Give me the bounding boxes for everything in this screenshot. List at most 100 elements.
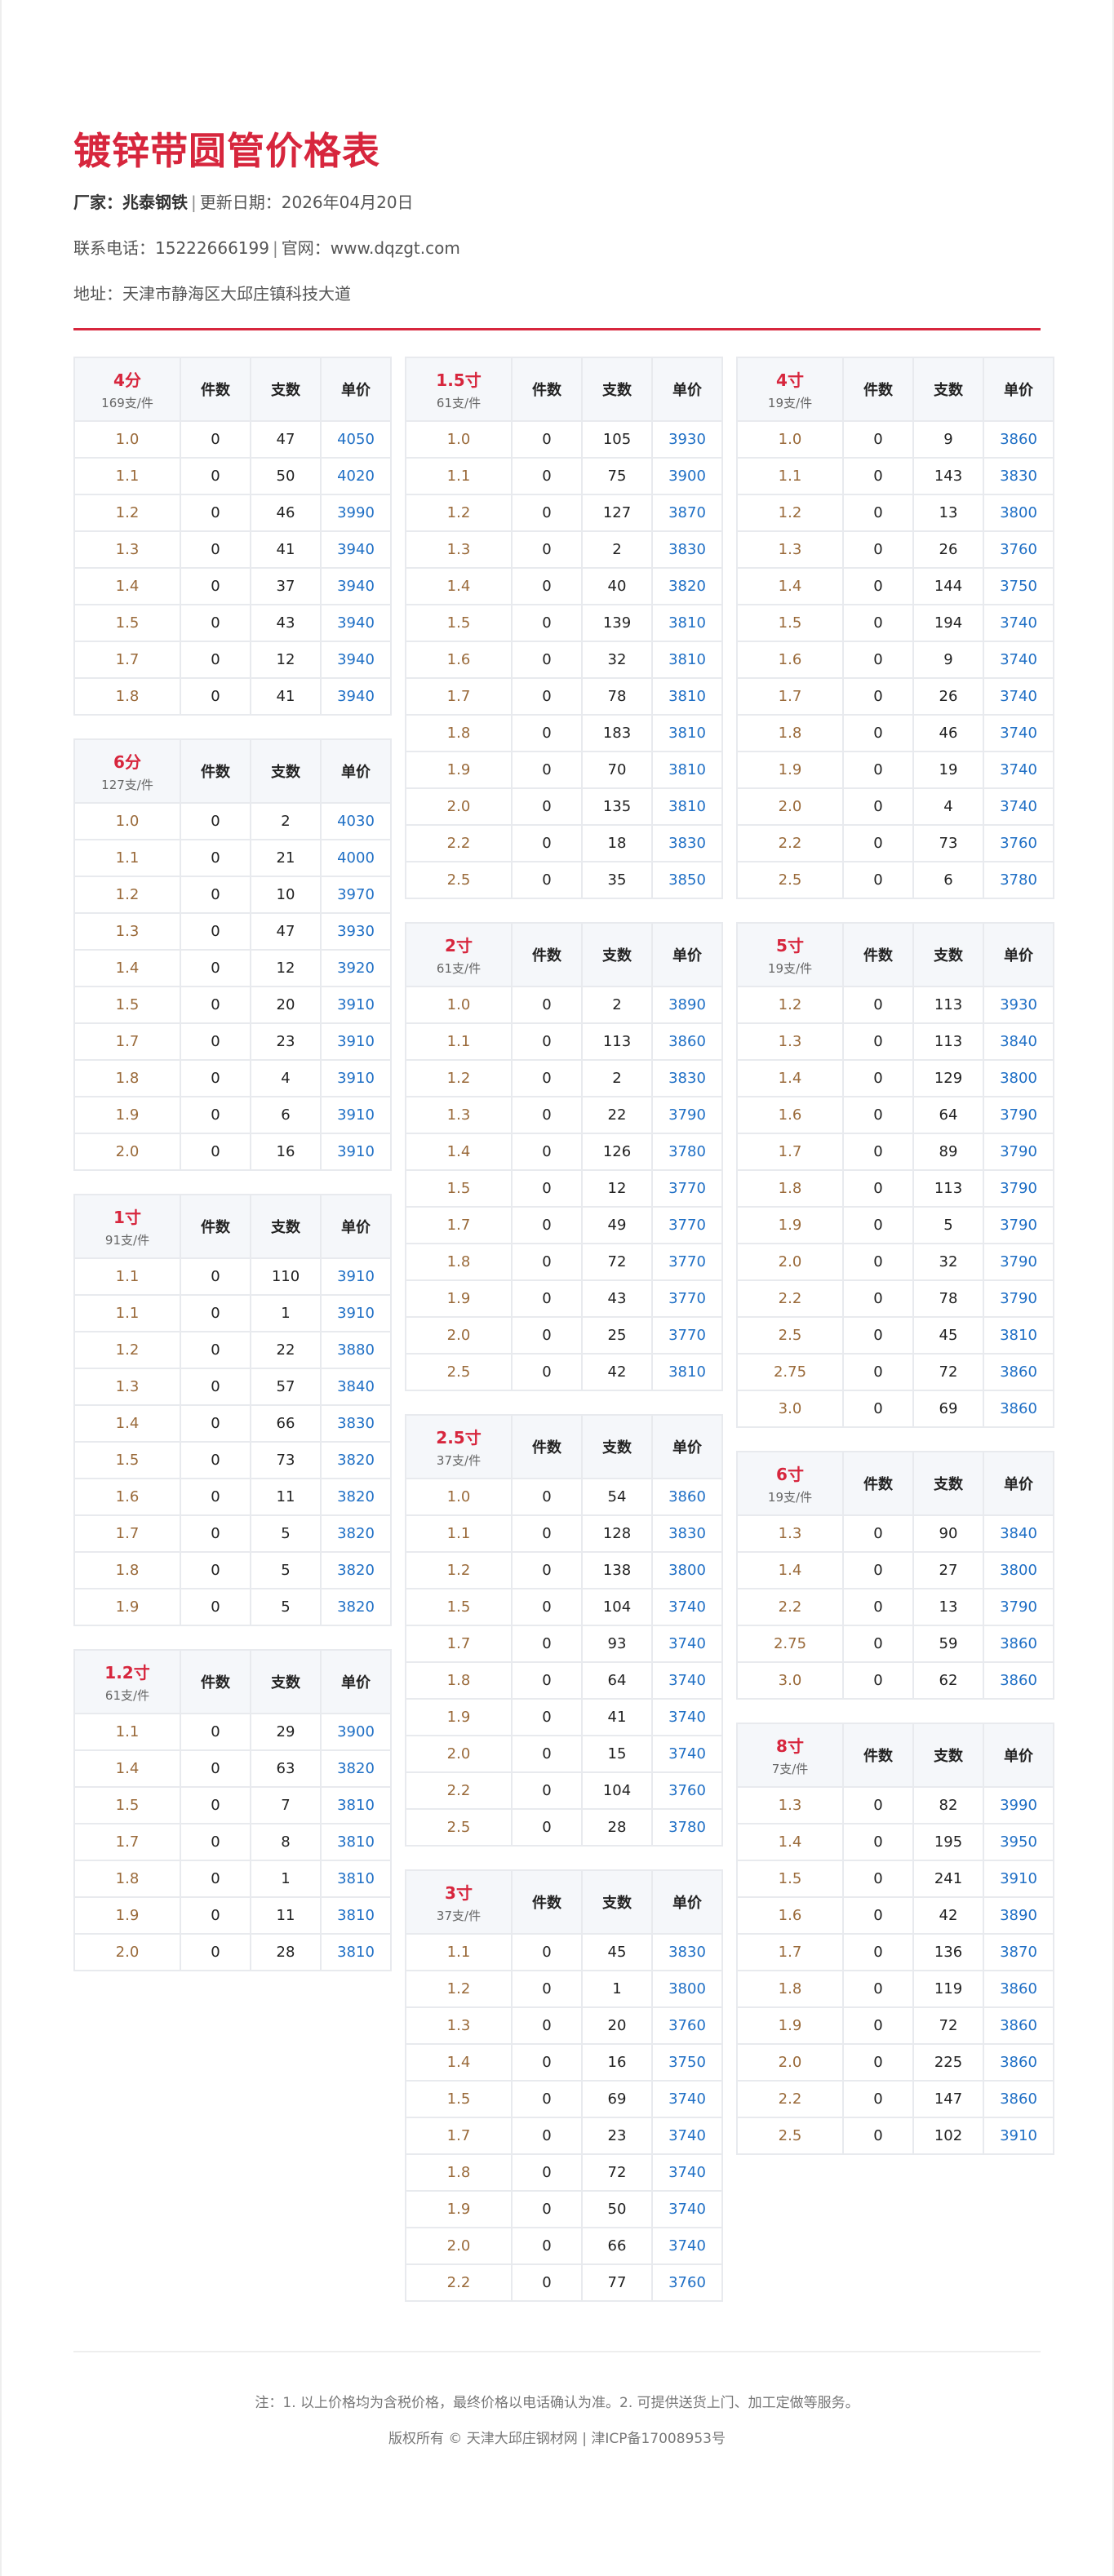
price-column: 4寸 19支/件 件数 支数 单价 1.0 0 9 3860 1.1 0 143 3830 1.2 0 13 3… <box>736 357 1054 2155</box>
unit-price-cell: 3940 <box>322 679 390 714</box>
table-row: 1.4 0 40 3820 <box>406 569 721 604</box>
piece-count-cell: 26 <box>914 679 983 714</box>
table-row: 1.6 0 42 3890 <box>738 1898 1053 1933</box>
bundle-count-cell: 0 <box>181 679 250 714</box>
piece-count-cell: 66 <box>583 2228 651 2263</box>
bundle-count-cell: 0 <box>513 679 581 714</box>
table-row: 1.7 0 8 3810 <box>75 1824 390 1860</box>
piece-count-cell: 93 <box>583 1626 651 1661</box>
thickness-cell: 1.4 <box>75 569 180 604</box>
table-row: 1.9 0 41 3740 <box>406 1700 721 1735</box>
bundle-count-cell: 0 <box>844 1244 912 1279</box>
unit-price-cell: 3790 <box>984 1208 1053 1243</box>
column-header: 单价 <box>322 1651 390 1713</box>
thickness-cell: 2.2 <box>406 826 511 861</box>
table-row: 1.7 0 23 3740 <box>406 2118 721 2153</box>
thickness-cell: 2.0 <box>738 2045 842 2080</box>
bundle-count-cell: 0 <box>844 1391 912 1426</box>
bundle-count-cell: 0 <box>181 1751 250 1786</box>
table-row: 1.3 0 2 3830 <box>406 532 721 567</box>
unit-price-cell: 3800 <box>984 1553 1053 1588</box>
bundle-count-cell: 0 <box>844 459 912 494</box>
piece-count-cell: 69 <box>914 1391 983 1426</box>
bundle-count-cell: 0 <box>181 951 250 986</box>
table-row: 2.2 0 18 3830 <box>406 826 721 861</box>
column-header: 支数 <box>251 1195 320 1257</box>
piece-count-cell: 4 <box>251 1061 320 1096</box>
table-row: 1.8 0 113 3790 <box>738 1171 1053 1206</box>
piece-count-cell: 2 <box>583 987 651 1022</box>
bundle-count-cell: 0 <box>513 1700 581 1735</box>
column-header: 件数 <box>844 358 912 420</box>
bundle-count-cell: 0 <box>513 1479 581 1514</box>
thickness-cell: 2.0 <box>75 1134 180 1169</box>
pieces-per-bundle: 127支/件 <box>101 778 153 792</box>
unit-price-cell: 3930 <box>653 422 721 457</box>
pipe-size: 2寸 <box>445 936 473 955</box>
thickness-cell: 1.3 <box>738 1024 842 1059</box>
table-row: 1.4 0 16 3750 <box>406 2045 721 2080</box>
table-row: 2.5 0 42 3810 <box>406 1355 721 1390</box>
column-header: 单价 <box>653 358 721 420</box>
column-header: 支数 <box>914 358 983 420</box>
piece-count-cell: 70 <box>583 752 651 787</box>
table-row: 2.0 0 32 3790 <box>738 1244 1053 1279</box>
pieces-per-bundle: 19支/件 <box>767 1490 813 1505</box>
unit-price-cell: 3760 <box>653 2265 721 2300</box>
price-table: 1寸 91支/件 件数 支数 单价 1.1 0 110 3910 1.1 0 1 3910 1.2 0 22 3… <box>73 1194 392 1626</box>
table-row: 1.1 0 50 4020 <box>75 459 390 494</box>
bundle-count-cell: 0 <box>513 532 581 567</box>
unit-price-cell: 3860 <box>984 2045 1053 2080</box>
bundle-count-cell: 0 <box>181 495 250 530</box>
table-row: 1.5 0 7 3810 <box>75 1788 390 1823</box>
unit-price-cell: 3830 <box>653 1061 721 1096</box>
column-header: 支数 <box>251 740 320 802</box>
bundle-count-cell: 0 <box>513 569 581 604</box>
table-row: 2.2 0 73 3760 <box>738 826 1053 861</box>
pipe-size: 2.5寸 <box>436 1428 482 1448</box>
thickness-cell: 1.8 <box>406 1663 511 1698</box>
thickness-cell: 1.3 <box>738 532 842 567</box>
unit-price-cell: 3800 <box>984 495 1053 530</box>
bundle-count-cell: 0 <box>844 1898 912 1933</box>
piece-count-cell: 136 <box>914 1935 983 1970</box>
piece-count-cell: 11 <box>251 1898 320 1933</box>
pipe-size: 6分 <box>113 752 141 772</box>
price-grid: 4分 169支/件 件数 支数 单价 1.0 0 47 4050 1.1 0 50 4020 1.2 0 46… <box>73 357 1054 2302</box>
column-header: 支数 <box>914 1452 983 1514</box>
thickness-cell: 2.0 <box>738 1244 842 1279</box>
unit-price-cell: 3940 <box>322 532 390 567</box>
thickness-cell: 2.5 <box>406 862 511 898</box>
website-link[interactable]: 官网：www.dqzgt.com <box>281 238 460 258</box>
table-row: 1.7 0 26 3740 <box>738 679 1053 714</box>
thickness-cell: 1.9 <box>406 1281 511 1316</box>
piece-count-cell: 47 <box>251 914 320 949</box>
unit-price-cell: 3860 <box>984 1663 1053 1698</box>
piece-count-cell: 64 <box>583 1663 651 1698</box>
thickness-cell: 2.75 <box>738 1355 842 1390</box>
unit-price-cell: 3820 <box>322 1553 390 1588</box>
thickness-cell: 1.0 <box>406 1479 511 1514</box>
piece-count-cell: 128 <box>583 1516 651 1551</box>
thickness-cell: 1.7 <box>406 1208 511 1243</box>
thickness-cell: 1.2 <box>406 1553 511 1588</box>
unit-price-cell: 3990 <box>322 495 390 530</box>
table-row: 1.3 0 47 3930 <box>75 914 390 949</box>
table-row: 1.5 0 69 3740 <box>406 2082 721 2117</box>
unit-price-cell: 3910 <box>322 1259 390 1294</box>
piece-count-cell: 6 <box>914 862 983 898</box>
piece-count-cell: 78 <box>583 679 651 714</box>
table-row: 1.4 0 63 3820 <box>75 1751 390 1786</box>
thickness-cell: 1.3 <box>738 1516 842 1551</box>
unit-price-cell: 3920 <box>322 951 390 986</box>
thickness-cell: 1.1 <box>75 1714 180 1749</box>
thickness-cell: 2.0 <box>406 2228 511 2263</box>
table-row: 1.5 0 73 3820 <box>75 1443 390 1478</box>
size-header: 5寸 19支/件 <box>738 924 842 986</box>
thickness-cell: 1.2 <box>75 877 180 912</box>
piece-count-cell: 64 <box>914 1097 983 1133</box>
bundle-count-cell: 0 <box>513 422 581 457</box>
table-row: 1.1 0 128 3830 <box>406 1516 721 1551</box>
piece-count-cell: 66 <box>251 1406 320 1441</box>
